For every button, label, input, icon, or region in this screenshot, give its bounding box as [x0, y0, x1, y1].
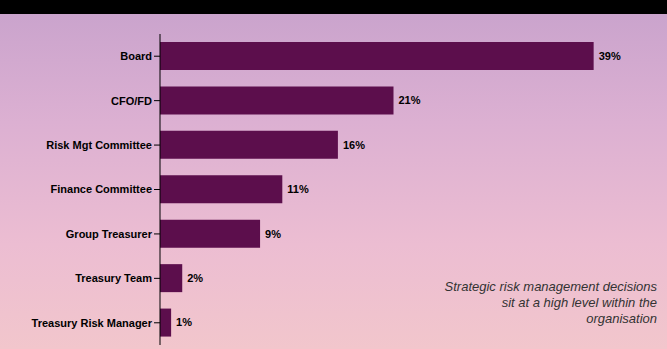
- svg-text:Board: Board: [120, 50, 152, 62]
- svg-text:CFO/FD: CFO/FD: [111, 95, 152, 107]
- html-text:Strategic risk management deci: Strategic risk management decisions sit …: [444, 279, 657, 326]
- svg-text:1%: 1%: [176, 316, 192, 328]
- svg-text:9%: 9%: [265, 228, 281, 240]
- svg-text:Group Treasurer: Group Treasurer: [66, 228, 153, 240]
- svg-text:21%: 21%: [399, 94, 421, 106]
- svg-text:Finance Committee: Finance Committee: [51, 183, 152, 195]
- svg-text:11%: 11%: [287, 183, 309, 195]
- svg-text:Treasury Risk Manager: Treasury Risk Manager: [32, 317, 153, 329]
- svg-text:39%: 39%: [599, 50, 621, 62]
- svg-text:16%: 16%: [343, 139, 365, 151]
- svg-text:2%: 2%: [187, 272, 203, 284]
- svg-text:Treasury Team: Treasury Team: [75, 272, 152, 284]
- svg-text:Risk Mgt Committee: Risk Mgt Committee: [46, 139, 152, 151]
